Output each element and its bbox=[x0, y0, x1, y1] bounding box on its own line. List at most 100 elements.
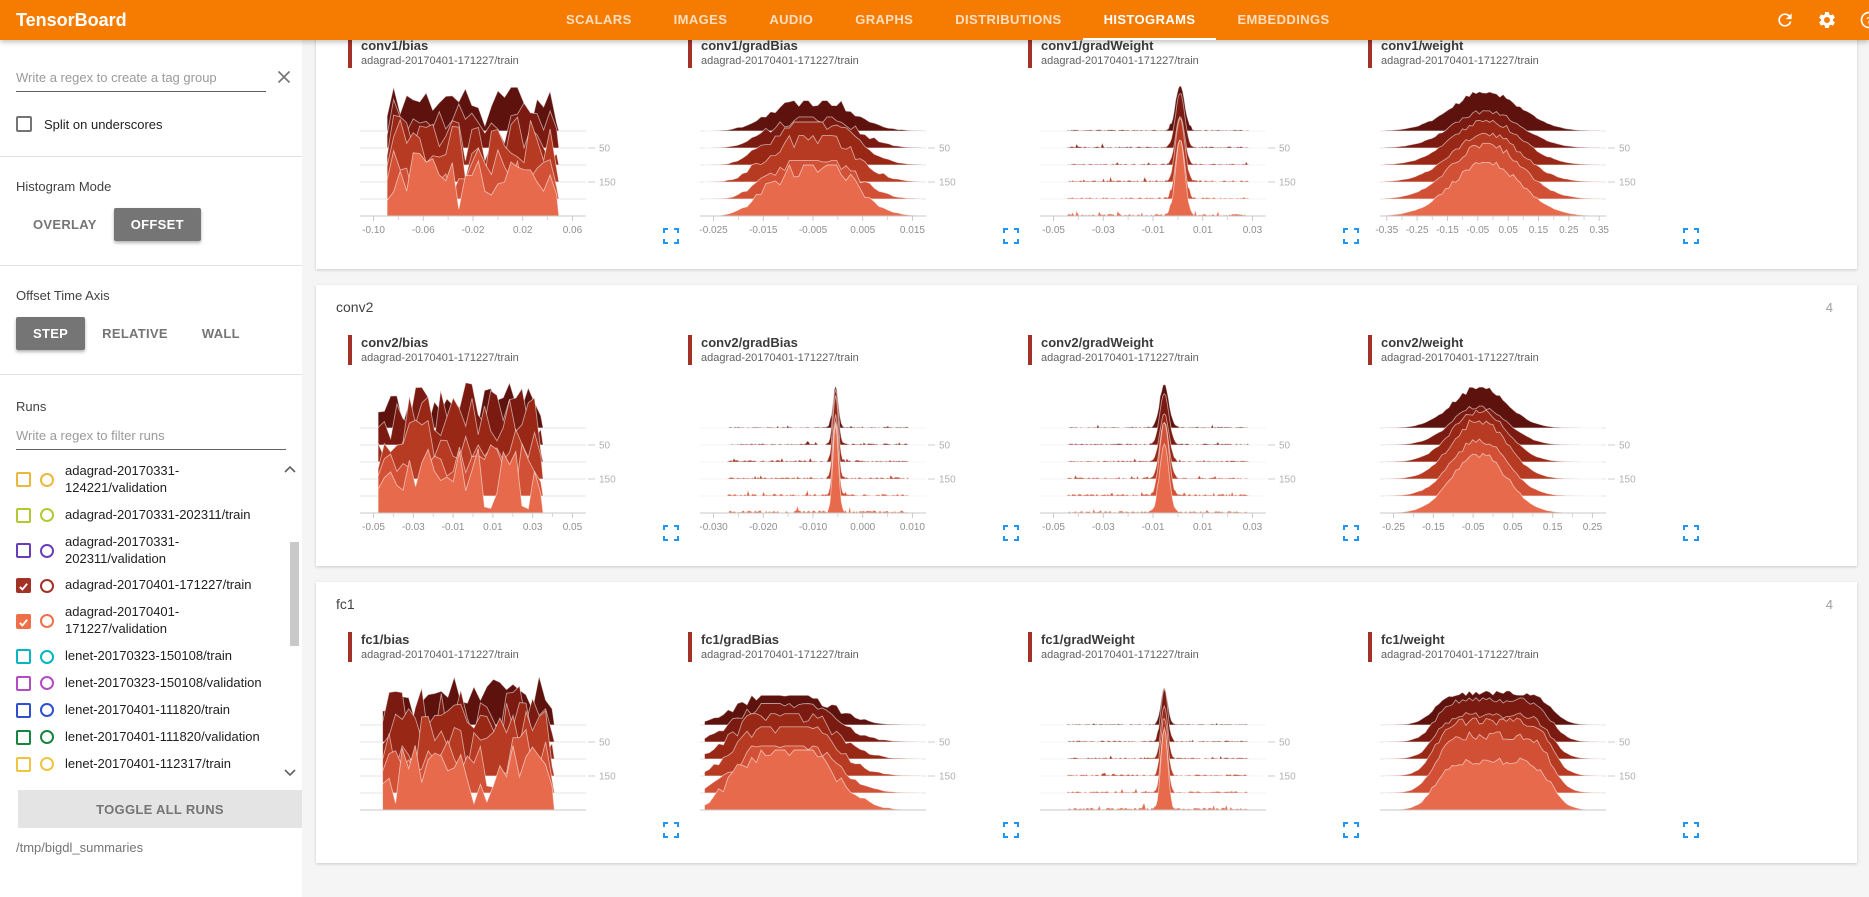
run-checkbox[interactable] bbox=[16, 675, 31, 691]
fullscreen-icon bbox=[663, 525, 679, 541]
tag-filter-input[interactable] bbox=[16, 66, 266, 92]
refresh-icon[interactable] bbox=[1775, 10, 1795, 30]
chart-title-block: conv2/weight adagrad-20170401-171227/trai… bbox=[1368, 335, 1708, 365]
expand-chart-button[interactable] bbox=[1342, 228, 1360, 246]
histogram-chart[interactable]: 50 150 -0.10 -0.06 -0.02 0.02 0.06 bbox=[348, 76, 648, 244]
tab-images[interactable]: IMAGES bbox=[673, 11, 728, 27]
histogram-chart[interactable]: 50 150 bbox=[1028, 670, 1328, 838]
histogram-chart[interactable]: 50 150 -0.05 -0.03 -0.01 0.01 0.03 0.05 bbox=[348, 373, 648, 541]
run-item[interactable]: lenet-20170323-150108/validation bbox=[16, 670, 278, 697]
run-checkbox[interactable] bbox=[16, 578, 31, 594]
run-checkbox[interactable] bbox=[16, 543, 31, 559]
runs-scrollbar-thumb[interactable] bbox=[290, 542, 299, 646]
run-item[interactable]: adagrad-20170331-202311/train bbox=[16, 502, 278, 529]
chart-tag-name: conv2/gradWeight bbox=[1041, 335, 1154, 350]
run-item[interactable]: lenet-20170401-112317/train bbox=[16, 751, 278, 778]
tab-graphs[interactable]: GRAPHS bbox=[855, 11, 914, 27]
run-item[interactable]: adagrad-20170331-124221/validation bbox=[16, 458, 278, 502]
expand-chart-button[interactable] bbox=[1682, 822, 1700, 840]
expand-chart-button[interactable] bbox=[662, 525, 680, 543]
run-color-radio[interactable] bbox=[40, 543, 54, 558]
tab-scalars[interactable]: SCALARS bbox=[566, 11, 632, 27]
tab-audio[interactable]: AUDIO bbox=[769, 11, 814, 27]
svg-text:-0.03: -0.03 bbox=[1092, 522, 1115, 533]
expand-chart-button[interactable] bbox=[1682, 525, 1700, 543]
settings-gear-icon[interactable] bbox=[1817, 10, 1837, 30]
svg-text:0.25: 0.25 bbox=[1559, 225, 1579, 236]
run-color-radio[interactable] bbox=[40, 508, 54, 523]
expand-chart-button[interactable] bbox=[1342, 525, 1360, 543]
split-underscores-label: Split on underscores bbox=[44, 116, 163, 132]
step-button[interactable]: STEP bbox=[16, 317, 86, 350]
run-checkbox[interactable] bbox=[16, 729, 31, 745]
chart-title-block: conv2/bias adagrad-20170401-171227/train bbox=[348, 335, 688, 365]
svg-text:0.06: 0.06 bbox=[563, 225, 583, 236]
run-checkbox[interactable] bbox=[16, 472, 31, 488]
fullscreen-icon bbox=[663, 228, 679, 244]
expand-chart-button[interactable] bbox=[1342, 822, 1360, 840]
run-color-radio[interactable] bbox=[40, 649, 54, 664]
run-color-radio[interactable] bbox=[40, 757, 54, 772]
tag-group-pane: conv1/bias adagrad-20170401-171227/train 5… bbox=[316, 14, 1857, 269]
help-icon[interactable]: ? bbox=[1859, 10, 1869, 30]
tag-group-header-conv2[interactable]: conv2 4 bbox=[316, 285, 1857, 329]
tab-histograms[interactable]: HISTOGRAMS bbox=[1082, 0, 1217, 40]
run-color-radio[interactable] bbox=[40, 676, 54, 691]
overlay-button[interactable]: OVERLAY bbox=[16, 208, 114, 241]
chart-run-name: adagrad-20170401-171227/train bbox=[1381, 649, 1539, 661]
run-checkbox[interactable] bbox=[16, 649, 31, 665]
histogram-chart[interactable]: 50 150 bbox=[1368, 670, 1668, 838]
run-color-radio[interactable] bbox=[40, 614, 54, 629]
relative-button[interactable]: RELATIVE bbox=[85, 317, 185, 350]
run-item[interactable]: lenet-20170323-150108/train bbox=[16, 643, 278, 670]
run-color-radio[interactable] bbox=[40, 578, 54, 593]
toggle-all-runs-button[interactable]: TOGGLE ALL RUNS bbox=[18, 790, 302, 828]
run-item[interactable]: lenet-20170401-111820/validation bbox=[16, 724, 278, 751]
offset-button[interactable]: OFFSET bbox=[113, 208, 201, 241]
histogram-chart[interactable]: 50 150 -0.35 -0.25 -0.15 -0.05 0.05 0.15 0.25 0.3… bbox=[1368, 76, 1668, 244]
run-item[interactable]: adagrad-20170331-202311/validation bbox=[16, 529, 278, 573]
tab-embeddings[interactable]: EMBEDDINGS bbox=[1237, 11, 1330, 27]
histogram-chart[interactable]: 50 150 bbox=[688, 670, 988, 838]
expand-chart-button[interactable] bbox=[1002, 822, 1020, 840]
tab-distributions[interactable]: DISTRIBUTIONS bbox=[955, 11, 1062, 27]
wall-button[interactable]: WALL bbox=[185, 317, 257, 350]
histogram-chart[interactable]: 50 150 bbox=[348, 670, 648, 838]
run-checkbox[interactable] bbox=[16, 613, 31, 629]
run-color-radio[interactable] bbox=[40, 472, 54, 487]
chart-card-fc1-weight: fc1/weight adagrad-20170401-171227/train 5… bbox=[1368, 632, 1708, 843]
chart-run-name: adagrad-20170401-171227/train bbox=[701, 649, 859, 661]
runs-filter-input[interactable] bbox=[16, 424, 286, 450]
svg-text:-0.020: -0.020 bbox=[749, 522, 778, 533]
histogram-chart[interactable]: 50 150 -0.025 -0.015 -0.005 0.005 0.015 bbox=[688, 76, 988, 244]
run-color-radio[interactable] bbox=[40, 730, 54, 745]
scroll-down-icon[interactable] bbox=[284, 764, 296, 782]
expand-chart-button[interactable] bbox=[1002, 525, 1020, 543]
runs-list: adagrad-20170331-124221/validation adagra… bbox=[0, 454, 302, 784]
run-checkbox[interactable] bbox=[16, 702, 31, 718]
run-item[interactable]: lenet-20170401-111820/train bbox=[16, 697, 278, 724]
run-item[interactable]: adagrad-20170401-171227/validation bbox=[16, 599, 278, 643]
expand-chart-button[interactable] bbox=[1002, 228, 1020, 246]
histogram-chart[interactable]: 50 150 -0.030 -0.020 -0.010 0.000 0.010 bbox=[688, 373, 988, 541]
svg-text:50: 50 bbox=[1619, 738, 1631, 749]
run-color-radio[interactable] bbox=[40, 703, 54, 718]
svg-text:-0.05: -0.05 bbox=[1042, 522, 1065, 533]
run-item[interactable]: adagrad-20170401-171227/train bbox=[16, 572, 278, 599]
tag-group-header-fc1[interactable]: fc1 4 bbox=[316, 582, 1857, 626]
run-checkbox[interactable] bbox=[16, 507, 31, 523]
fullscreen-icon bbox=[1683, 822, 1699, 838]
histogram-chart[interactable]: 50 150 -0.05 -0.03 -0.01 0.01 0.03 bbox=[1028, 373, 1328, 541]
histogram-chart[interactable]: 50 150 -0.05 -0.03 -0.01 0.01 0.03 bbox=[1028, 76, 1328, 244]
split-underscores-checkbox[interactable] bbox=[16, 116, 32, 132]
histogram-mode-label: Histogram Mode bbox=[16, 179, 112, 194]
expand-chart-button[interactable] bbox=[662, 822, 680, 840]
run-checkbox[interactable] bbox=[16, 756, 31, 772]
expand-chart-button[interactable] bbox=[1682, 228, 1700, 246]
histogram-chart[interactable]: 50 150 -0.25 -0.15 -0.05 0.05 0.15 0.25 bbox=[1368, 373, 1668, 541]
close-icon[interactable] bbox=[276, 69, 292, 90]
chart-title-block: fc1/weight adagrad-20170401-171227/train bbox=[1368, 632, 1708, 662]
expand-chart-button[interactable] bbox=[662, 228, 680, 246]
fullscreen-icon bbox=[663, 822, 679, 838]
scroll-up-icon[interactable] bbox=[284, 460, 296, 478]
